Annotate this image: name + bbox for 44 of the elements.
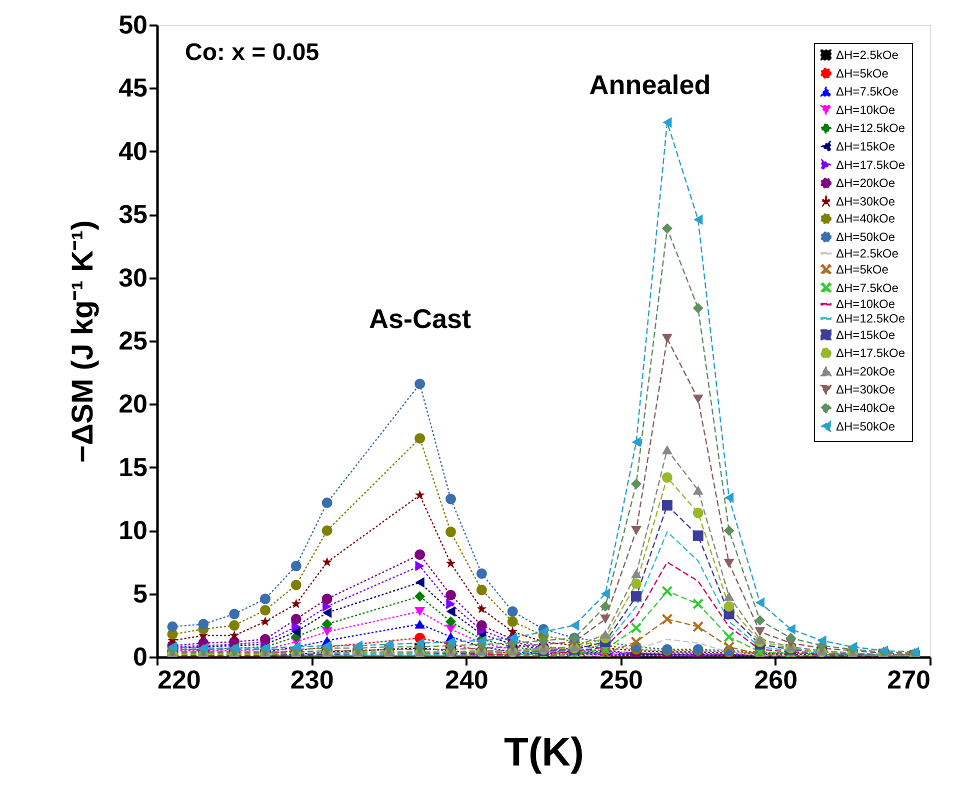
- legend-label: ΔH=15kOe: [836, 140, 896, 154]
- x-tick-label: 220: [158, 664, 201, 694]
- y-tick-label: 35: [118, 199, 148, 230]
- legend-label: ΔH=10kOe: [836, 297, 896, 312]
- y-tick-label: 15: [118, 452, 148, 482]
- x-tick-label: 230: [290, 664, 334, 694]
- annotation: Annealed: [589, 70, 711, 100]
- y-tick-label: 45: [118, 72, 148, 103]
- legend-label: ΔH=2.5kOe: [836, 48, 899, 62]
- legend-label: ΔH=17.5kOe: [836, 346, 906, 360]
- legend-label: ΔH=40kOe: [836, 212, 896, 226]
- y-tick-label: 0: [133, 642, 148, 672]
- legend-label: ΔH=7.5kOe: [836, 280, 899, 295]
- legend-label: ΔH=30kOe: [836, 194, 896, 208]
- annotation: As-Cast: [368, 304, 472, 334]
- y-tick-label: 30: [118, 262, 148, 292]
- legend-label: ΔH=10kOe: [836, 102, 896, 117]
- x-tick-label: 270: [887, 664, 930, 694]
- legend-label: ΔH=17.5kOe: [836, 158, 906, 172]
- legend-label: ΔH=15kOe: [836, 328, 896, 342]
- legend-label: ΔH=7.5kOe: [836, 84, 899, 99]
- legend-label: ΔH=12.5kOe: [836, 121, 906, 136]
- legend-label: ΔH=50kOe: [836, 419, 896, 434]
- legend-label: ΔH=5kOe: [836, 262, 889, 277]
- legend-label: ΔH=20kOe: [836, 176, 896, 190]
- x-tick-label: 250: [600, 664, 643, 694]
- x-tick-label: 260: [754, 664, 798, 694]
- y-tick-label: 25: [118, 326, 148, 356]
- x-axis-title: T(K): [504, 730, 584, 774]
- y-tick-label: 5: [133, 578, 148, 608]
- x-tick-label: 240: [445, 664, 488, 694]
- y-tick-label: 50: [118, 10, 148, 40]
- legend-label: ΔH=40kOe: [836, 401, 896, 415]
- y-tick-label: 40: [118, 136, 148, 166]
- annotation: Co: x = 0.05: [185, 39, 320, 66]
- y-axis-title: −ΔSM (J kg⁻¹ K⁻¹): [66, 220, 100, 463]
- y-tick-label: 10: [118, 515, 148, 546]
- legend-label: ΔH=50kOe: [836, 230, 896, 244]
- legend-label: ΔH=20kOe: [836, 364, 896, 378]
- legend-label: ΔH=5kOe: [836, 66, 889, 80]
- legend-label: ΔH=2.5kOe: [836, 246, 899, 260]
- legend-label: ΔH=30kOe: [836, 382, 896, 397]
- legend-label: ΔH=12.5kOe: [836, 312, 906, 326]
- y-tick-label: 20: [118, 388, 148, 419]
